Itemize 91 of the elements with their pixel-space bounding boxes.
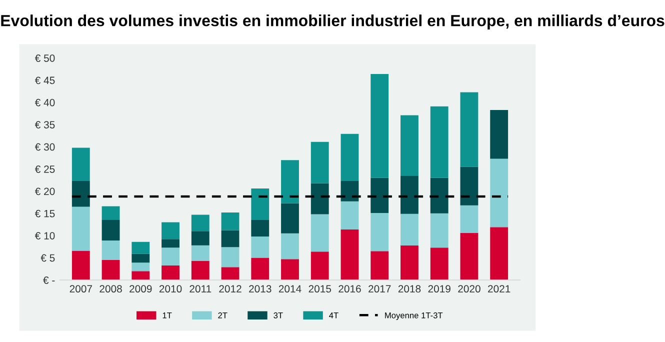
x-tick-label: 2012 [219, 285, 242, 293]
x-tick-label: 2018 [398, 285, 421, 293]
legend-label: Moyenne 1T-3T [385, 312, 443, 320]
legend-label: 4T [329, 312, 338, 318]
bar [251, 258, 270, 280]
x-tick-label: 2010 [159, 285, 182, 293]
bar [370, 251, 389, 280]
bar [370, 212, 389, 252]
legend-label: 1T [162, 312, 172, 318]
y-tick-label: € 35 [34, 121, 55, 128]
bar [221, 267, 240, 280]
bar [460, 166, 478, 206]
bar [251, 236, 270, 258]
bar [132, 262, 150, 272]
bar [221, 230, 240, 248]
bar [310, 214, 329, 252]
x-tick-label: 2009 [130, 285, 152, 293]
bar [221, 212, 240, 230]
y-tick-label: € 50 [34, 54, 55, 62]
bar [400, 245, 418, 280]
x-tick-label: 2021 [488, 285, 510, 293]
bar [281, 160, 299, 204]
bar [281, 259, 299, 280]
bar [162, 248, 180, 266]
y-tick-label: € 25 [34, 166, 55, 173]
legend-label: 2T [218, 312, 228, 318]
bar [72, 250, 90, 280]
x-tick-label: 2013 [249, 285, 272, 293]
bar [430, 248, 448, 280]
bar [72, 206, 90, 251]
bar [340, 229, 359, 280]
bar [490, 158, 508, 228]
y-tick-label: € 10 [34, 232, 55, 240]
y-tick-label: € 15 [34, 210, 55, 218]
bar [102, 206, 120, 220]
bar [310, 142, 329, 184]
bar [281, 233, 299, 260]
y-tick-label: € - [43, 276, 55, 284]
bar [132, 271, 150, 280]
bar [102, 220, 120, 240]
bar [400, 115, 418, 176]
x-tick-label: 2014 [278, 285, 302, 293]
chart-title: Evolution des volumes investis en immobilier industriel en Europe, en milliards d’euros [1, 14, 664, 30]
bar [430, 178, 448, 214]
bar [400, 214, 418, 246]
y-tick-label: € 20 [34, 188, 55, 196]
bar [102, 240, 120, 260]
x-tick-label: 2008 [100, 285, 122, 293]
bar [400, 176, 418, 214]
bar [251, 220, 270, 236]
bar [370, 74, 389, 178]
bar [191, 231, 210, 246]
bar [162, 265, 180, 280]
bar [191, 214, 210, 232]
bar [162, 239, 180, 248]
bar [310, 252, 329, 280]
y-tick-label: € 45 [34, 76, 55, 84]
bar [132, 254, 150, 263]
bar [460, 205, 478, 233]
bar [370, 178, 389, 213]
bar [102, 260, 120, 280]
bar [430, 106, 448, 178]
x-tick-label: 2015 [308, 285, 332, 293]
x-tick-label: 2016 [338, 285, 361, 293]
bar [162, 222, 180, 240]
bar [281, 203, 299, 234]
bar [72, 180, 90, 207]
x-tick-label: 2017 [368, 285, 391, 293]
bar [340, 134, 359, 181]
bar [191, 260, 210, 280]
x-tick-label: 2011 [190, 285, 212, 293]
bar [191, 245, 210, 261]
bar [72, 148, 90, 181]
bar [430, 213, 448, 248]
bar [251, 188, 270, 220]
x-tick-label: 2020 [458, 285, 480, 293]
bar [340, 180, 359, 202]
x-tick-label: 2019 [428, 285, 450, 293]
bar [490, 110, 508, 159]
bar [460, 232, 478, 280]
x-tick-label: 2007 [70, 285, 92, 293]
bar [340, 201, 359, 230]
bar [132, 242, 150, 254]
bar [460, 92, 478, 167]
bar [310, 183, 329, 214]
bar [221, 247, 240, 268]
y-tick-label: € 40 [34, 98, 55, 106]
legend-label: 3T [274, 312, 283, 318]
y-tick-label: € 30 [34, 143, 55, 151]
y-tick-label: € 5 [40, 254, 55, 262]
bar [490, 227, 508, 280]
